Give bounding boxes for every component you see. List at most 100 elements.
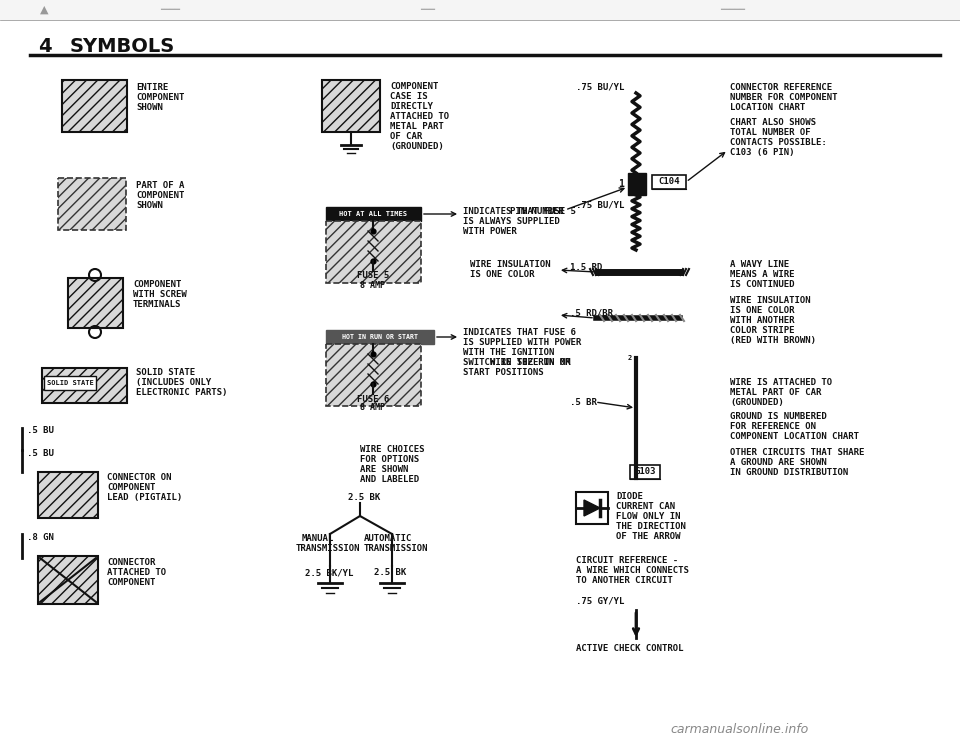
Bar [68,278,123,328]
Text: COMPONENT LOCATION CHART: COMPONENT LOCATION CHART [730,432,859,441]
Text: OF THE ARROW: OF THE ARROW [616,532,681,541]
Bar [326,344,421,406]
Text: AND LABELED: AND LABELED [360,475,420,484]
Text: SHOWN: SHOWN [136,201,163,210]
Text: HOT AT ALL TIMES: HOT AT ALL TIMES [339,211,407,217]
Text: COMPONENT: COMPONENT [136,93,184,102]
Text: .8 GN: .8 GN [27,533,54,542]
Text: ATTACHED TO: ATTACHED TO [107,568,166,577]
Text: DIRECTLY: DIRECTLY [390,102,433,111]
Text: CIRCUIT REFERENCE -: CIRCUIT REFERENCE - [576,556,678,565]
Text: ━━━━: ━━━━ [160,5,180,14]
Text: FOR REFERENCE ON: FOR REFERENCE ON [730,422,816,431]
Bar [326,330,434,344]
Text: ACTIVE CHECK CONTROL: ACTIVE CHECK CONTROL [576,644,684,653]
Text: CONNECTOR REFERENCE: CONNECTOR REFERENCE [730,83,832,92]
Text: METAL PART OF CAR: METAL PART OF CAR [730,388,822,397]
Text: IN GROUND DISTRIBUTION: IN GROUND DISTRIBUTION [730,468,849,477]
Text: SOLID STATE: SOLID STATE [136,368,195,377]
Text: WIRE INSULATION: WIRE INSULATION [730,296,810,305]
Text: GROUND IS NUMBERED: GROUND IS NUMBERED [730,412,827,421]
Bar [38,472,98,518]
Text: WITH THE IGNITION: WITH THE IGNITION [463,348,554,357]
Text: TOTAL NUMBER OF: TOTAL NUMBER OF [730,128,810,137]
Text: THE DIRECTION: THE DIRECTION [616,522,685,531]
Text: PART OF A: PART OF A [136,181,184,190]
Text: C104: C104 [659,178,680,186]
Text: OF CAR: OF CAR [390,132,422,141]
Text: MEANS A WIRE: MEANS A WIRE [730,270,795,279]
Text: .75 BU/YL: .75 BU/YL [576,200,624,209]
Text: INDICATES THAT FUSE 5: INDICATES THAT FUSE 5 [463,207,576,216]
Text: CURRENT CAN: CURRENT CAN [616,502,675,511]
Text: COMPONENT: COMPONENT [107,578,156,587]
Text: FUSE 6: FUSE 6 [357,395,389,404]
Text: INDICATES THAT FUSE 6: INDICATES THAT FUSE 6 [463,328,576,337]
Text: IS SUPPLIED WITH POWER: IS SUPPLIED WITH POWER [463,338,581,347]
Text: TO ANOTHER CIRCUIT: TO ANOTHER CIRCUIT [576,576,673,585]
Bar [326,221,421,283]
Text: PIN NUMBER: PIN NUMBER [510,207,564,216]
Text: MANUAL: MANUAL [302,534,334,543]
Text: CONTACTS POSSIBLE:: CONTACTS POSSIBLE: [730,138,827,147]
Text: CONNECTOR ON: CONNECTOR ON [107,473,172,482]
Text: 4: 4 [38,37,52,55]
Text: 2.5 BK: 2.5 BK [348,493,380,502]
Text: .5 BU: .5 BU [27,426,54,435]
Text: CHART ALSO SHOWS: CHART ALSO SHOWS [730,118,816,127]
Text: FLOW ONLY IN: FLOW ONLY IN [616,512,681,521]
Text: WITH POWER: WITH POWER [463,227,516,236]
Text: COMPONENT: COMPONENT [133,280,181,289]
Bar [62,80,127,132]
Text: SWITCH IN THE RUN OR: SWITCH IN THE RUN OR [463,358,570,367]
Text: WITH ANOTHER: WITH ANOTHER [730,316,795,325]
Text: ATTACHED TO: ATTACHED TO [390,112,449,121]
Text: CASE IS: CASE IS [390,92,427,101]
Text: 1.5 RD: 1.5 RD [570,263,602,272]
Text: ELECTRONIC PARTS): ELECTRONIC PARTS) [136,388,228,397]
Text: IS CONTINUED: IS CONTINUED [730,280,795,289]
Text: CONNECTOR: CONNECTOR [107,558,156,567]
Text: IS ONE COLOR: IS ONE COLOR [730,306,795,315]
Text: (GROUNDED): (GROUNDED) [730,398,783,407]
Text: SOLID STATE: SOLID STATE [47,380,93,386]
Text: WIRE IS ATTACHED TO: WIRE IS ATTACHED TO [730,378,832,387]
Text: IS ONE COLOR: IS ONE COLOR [470,270,535,279]
Bar [630,465,660,479]
Text: COMPONENT: COMPONENT [107,483,156,492]
Text: 8 AMP: 8 AMP [361,404,386,413]
Text: (INCLUDES ONLY: (INCLUDES ONLY [136,378,211,387]
Text: (RED WITH BROWN): (RED WITH BROWN) [730,336,816,345]
Text: ▲: ▲ [40,5,49,15]
Text: 1: 1 [618,179,624,189]
Text: COMPONENT: COMPONENT [390,82,439,91]
Text: ENTIRE: ENTIRE [136,83,168,92]
Text: TERMINALS: TERMINALS [133,300,181,309]
Bar [44,376,96,390]
Text: TRANSMISSION: TRANSMISSION [364,544,428,553]
Text: WITH SCREW: WITH SCREW [133,290,187,299]
Text: G103: G103 [635,468,656,477]
Text: 2.5 BK: 2.5 BK [374,568,406,577]
Text: WIRE CHOICES: WIRE CHOICES [360,445,424,454]
Text: SYMBOLS: SYMBOLS [70,37,176,55]
Text: ARE SHOWN: ARE SHOWN [360,465,408,474]
Text: IS ALWAYS SUPPLIED: IS ALWAYS SUPPLIED [463,217,560,226]
Bar [38,556,98,604]
Text: WIRE SIZE IN MM: WIRE SIZE IN MM [490,358,570,367]
Text: .5 RD/BR: .5 RD/BR [570,308,613,317]
Text: A GROUND ARE SHOWN: A GROUND ARE SHOWN [730,458,827,467]
Bar [628,173,646,195]
Text: TRANSMISSION: TRANSMISSION [296,544,361,553]
Bar [58,178,126,230]
Text: FUSE 5: FUSE 5 [357,272,389,280]
Text: WIRE INSULATION: WIRE INSULATION [470,260,551,269]
Text: .5 BU: .5 BU [27,449,54,458]
Text: COLOR STRIPE: COLOR STRIPE [730,326,795,335]
Text: 2.5 BK/YL: 2.5 BK/YL [305,568,353,577]
Text: carmanualsonline.info: carmanualsonline.info [671,723,809,736]
Text: SHOWN: SHOWN [136,103,163,112]
Bar [576,492,608,524]
Text: LEAD (PIGTAIL): LEAD (PIGTAIL) [107,493,182,502]
Text: 2: 2 [628,355,633,361]
